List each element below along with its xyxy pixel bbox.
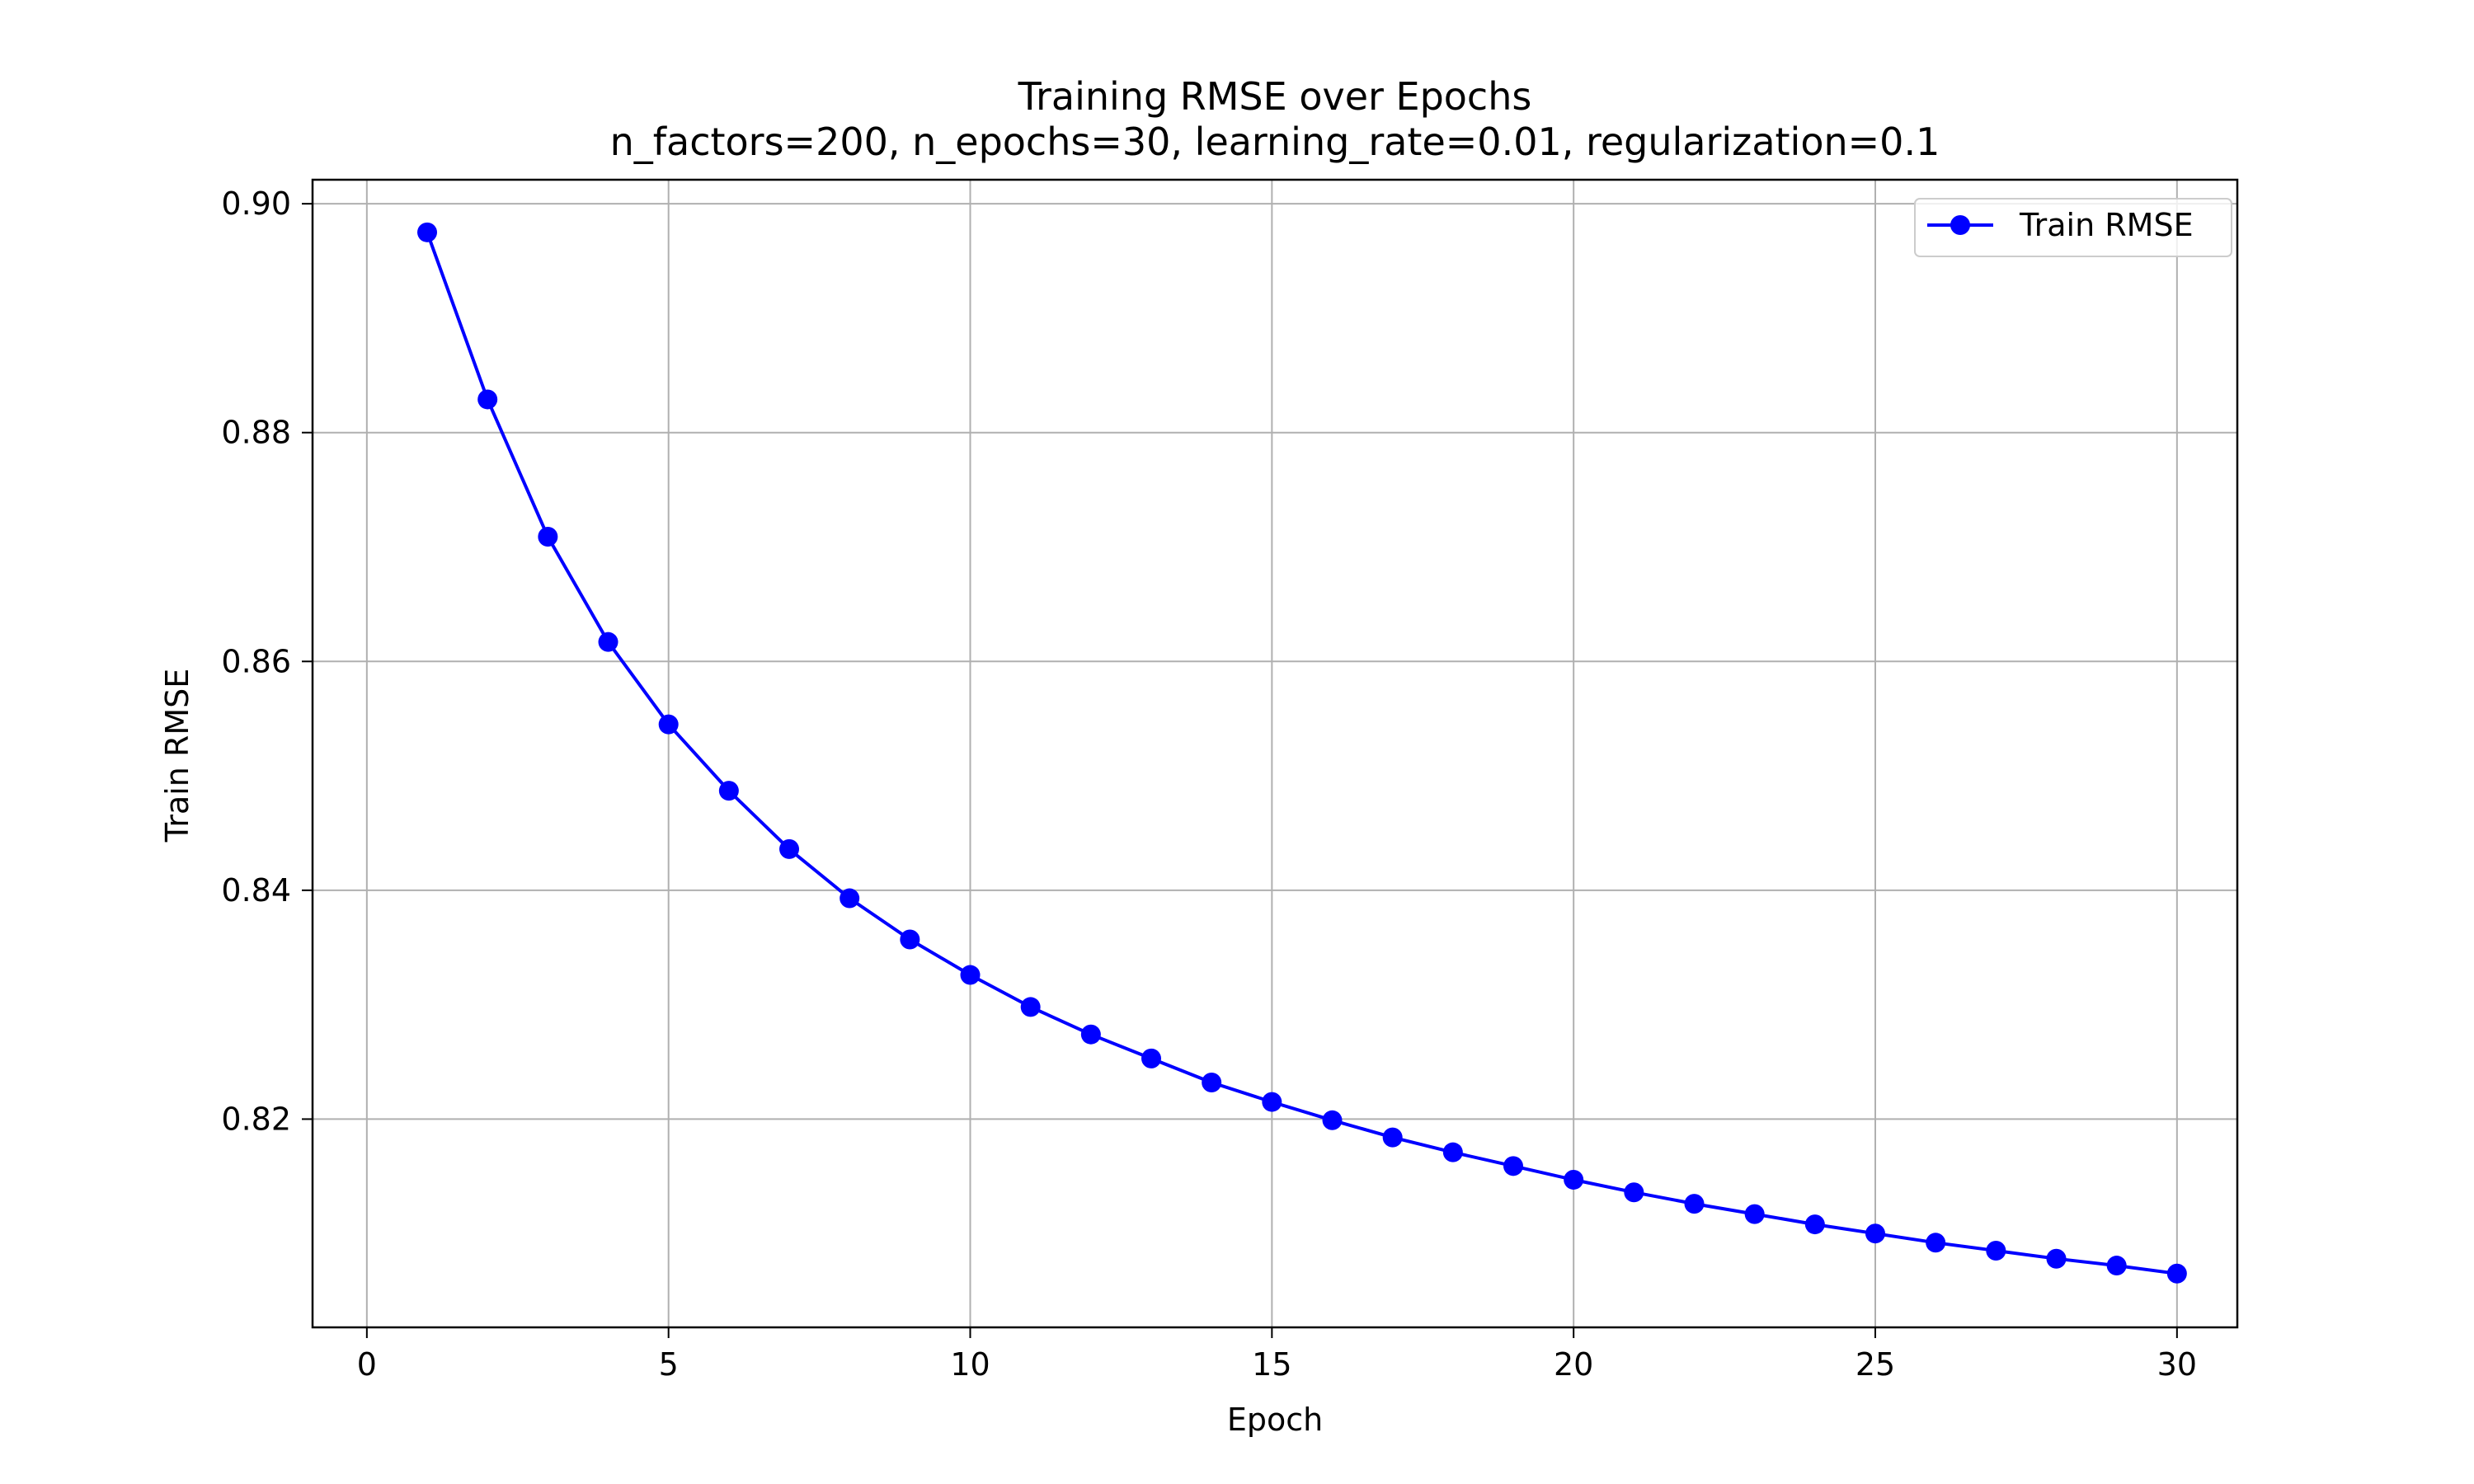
chart-title: Training RMSE over Epochs (1018, 74, 1532, 119)
data-point (1322, 1110, 1343, 1130)
legend-label: Train RMSE (2019, 207, 2194, 243)
data-point (1020, 997, 1041, 1017)
plot-area (313, 180, 2237, 1327)
legend-box (1914, 198, 2232, 257)
data-point (840, 888, 860, 909)
data-point (1141, 1048, 1162, 1068)
data-point (1262, 1092, 1282, 1112)
data-point (718, 781, 739, 801)
data-point (1865, 1223, 1886, 1244)
data-point (1503, 1156, 1524, 1176)
legend: Train RMSE (1914, 198, 2232, 257)
y-tick-label: 0.88 (221, 415, 291, 451)
data-point (1382, 1127, 1403, 1148)
data-point (2046, 1248, 2067, 1269)
data-point (598, 632, 618, 652)
y-tick-label: 0.90 (221, 186, 291, 222)
data-point (1926, 1233, 1946, 1253)
x-tick-label: 0 (357, 1346, 377, 1383)
data-point (1684, 1194, 1705, 1214)
x-tick-label: 10 (950, 1346, 990, 1383)
data-point (1202, 1073, 1222, 1093)
data-point (2166, 1263, 2187, 1284)
legend-marker (1950, 215, 1970, 235)
x-tick-label: 5 (659, 1346, 679, 1383)
y-tick-label: 0.82 (221, 1101, 291, 1137)
plot-frame (311, 178, 2239, 1329)
data-point (1080, 1024, 1101, 1045)
x-tick-label: 30 (2157, 1346, 2197, 1383)
grid (313, 180, 2237, 1327)
data-point (538, 527, 558, 547)
axes-ticks: 0 5 10 15 20 25 30 0.82 0.84 0.86 0.88 0.90 (221, 186, 2197, 1383)
data-point (658, 714, 679, 735)
x-tick-label: 25 (1856, 1346, 1895, 1383)
x-tick-label: 15 (1252, 1346, 1291, 1383)
data-point (1442, 1142, 1463, 1162)
data-point (2106, 1256, 2127, 1276)
data-point (1744, 1204, 1765, 1224)
y-tick-label: 0.86 (221, 643, 291, 679)
data-point (900, 929, 920, 950)
chart-subtitle: n_factors=200, n_epochs=30, learning_rat… (610, 120, 1940, 164)
data-point (1804, 1214, 1825, 1235)
data-point (1624, 1182, 1644, 1203)
data-point (417, 222, 438, 242)
series-line (426, 232, 2178, 1275)
x-axis-label: Epoch (1227, 1402, 1323, 1438)
y-axis-label: Train RMSE (159, 669, 195, 843)
data-point (477, 389, 498, 410)
data-point (1564, 1169, 1584, 1190)
data-point (779, 838, 800, 859)
y-tick-label: 0.84 (221, 872, 291, 909)
data-point (1986, 1241, 2006, 1261)
data-point (960, 965, 981, 985)
x-tick-label: 20 (1554, 1346, 1593, 1383)
series-layer (417, 222, 2187, 1284)
